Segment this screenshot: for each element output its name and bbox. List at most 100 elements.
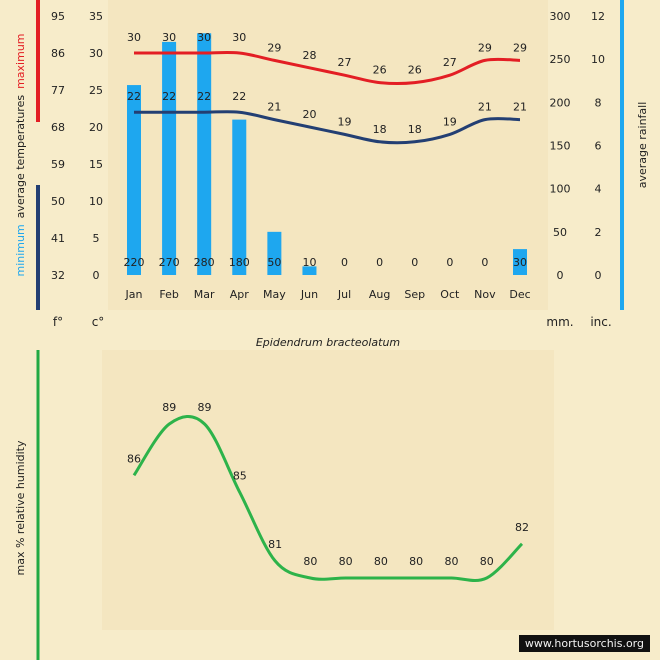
month-label: Jan	[125, 288, 143, 301]
minimum-temperature-line	[134, 110, 521, 145]
maximum-value-label: 30	[162, 31, 176, 44]
minimum-value-label: 18	[373, 123, 387, 136]
rainfall-value-label: 0	[411, 256, 418, 269]
minimum-value-label: 22	[162, 90, 176, 103]
minimum-value-label: 20	[302, 108, 316, 121]
temperature-axis-label: minimum average temperatures maximum	[14, 33, 27, 276]
rainfall-value-label: 270	[159, 256, 180, 269]
minimum-value-label: 22	[197, 90, 211, 103]
rainfall-bar	[267, 231, 282, 275]
month-label: Dec	[509, 288, 530, 301]
humidity-value-label: 89	[198, 401, 212, 414]
mm-tick: 50	[553, 226, 567, 239]
celsius-tick: 0	[93, 269, 100, 282]
unit-mm: mm.	[546, 315, 573, 329]
maximum-value-label: 30	[197, 31, 211, 44]
rainfall-value-label: 0	[481, 256, 488, 269]
maximum-temperature-line	[134, 50, 521, 86]
humidity-plot-background	[102, 350, 554, 630]
unit-inch: inc.	[590, 315, 611, 329]
maximum-value-label: 26	[408, 64, 422, 77]
inch-tick: 0	[595, 269, 602, 282]
celsius-tick: 35	[89, 10, 103, 23]
humidity-value-label: 81	[268, 538, 282, 551]
month-label: Apr	[230, 288, 250, 301]
mm-tick: 100	[550, 183, 571, 196]
fahrenheit-tick: 41	[51, 232, 65, 245]
fahrenheit-tick: 50	[51, 195, 65, 208]
mm-tick: 150	[550, 140, 571, 153]
maximum-value-label: 29	[513, 41, 527, 54]
month-label: Sep	[404, 288, 425, 301]
rainfall-bar	[197, 33, 212, 276]
humidity-value-label: 80	[339, 555, 353, 568]
inch-tick: 6	[595, 140, 602, 153]
chart-title: Epidendrum bracteolatum	[256, 336, 400, 349]
inch-tick: 10	[591, 53, 605, 66]
celsius-tick: 30	[89, 47, 103, 60]
fahrenheit-tick: 68	[51, 121, 65, 134]
celsius-tick: 25	[89, 84, 103, 97]
fahrenheit-tick: 59	[51, 158, 65, 171]
rainfall-bar	[162, 41, 177, 276]
rainfall-bar	[302, 266, 317, 275]
fahrenheit-tick: 32	[51, 269, 65, 282]
inch-tick: 4	[595, 183, 602, 196]
unit-fahrenheit: f°	[53, 315, 63, 329]
month-label: Aug	[369, 288, 390, 301]
maximum-value-label: 27	[443, 56, 457, 69]
rainfall-value-label: 10	[302, 256, 316, 269]
humidity-axis-label: max % relative humidity	[14, 440, 27, 575]
humidity-value-label: 80	[409, 555, 423, 568]
unit-celsius: c°	[92, 315, 105, 329]
maximum-value-label: 30	[127, 31, 141, 44]
rainfall-value-label: 0	[446, 256, 453, 269]
mm-tick: 300	[550, 10, 571, 23]
temperature-label-maximum: maximum	[14, 33, 27, 88]
maximum-value-label: 28	[302, 49, 316, 62]
rainfall-value-label: 30	[513, 256, 527, 269]
humidity-value-label: 85	[233, 469, 247, 482]
temperature-label-minimum: minimum	[14, 224, 27, 276]
minimum-value-label: 22	[232, 90, 246, 103]
rainfall-bar	[513, 249, 527, 275]
month-label: Feb	[159, 288, 178, 301]
fahrenheit-tick: 95	[51, 10, 65, 23]
humidity-value-label: 80	[444, 555, 458, 568]
rainfall-value-label: 0	[376, 256, 383, 269]
celsius-tick: 15	[89, 158, 103, 171]
celsius-tick: 10	[89, 195, 103, 208]
maximum-value-label: 29	[267, 41, 281, 54]
rainfall-bar	[232, 119, 247, 275]
rainfall-value-label: 180	[229, 256, 250, 269]
rainfall-value-label: 220	[124, 256, 145, 269]
rainfall-value-label: 280	[194, 256, 215, 269]
month-label: May	[263, 288, 286, 301]
humidity-value-label: 89	[162, 401, 176, 414]
rainfall-bar	[127, 85, 141, 275]
credit-badge[interactable]: www.hortusorchis.org	[518, 635, 650, 652]
minimum-value-label: 22	[127, 90, 141, 103]
celsius-tick: 5	[93, 232, 100, 245]
minimum-value-label: 18	[408, 123, 422, 136]
mm-tick: 200	[550, 96, 571, 109]
month-label: Oct	[440, 288, 460, 301]
humidity-value-label: 80	[374, 555, 388, 568]
rainfall-value-label: 50	[267, 256, 281, 269]
humidity-value-label: 80	[480, 555, 494, 568]
inch-tick: 8	[595, 96, 602, 109]
minimum-value-label: 21	[267, 101, 281, 114]
inch-tick: 12	[591, 10, 605, 23]
mm-tick: 0	[557, 269, 564, 282]
rainfall-value-label: 0	[341, 256, 348, 269]
maximum-value-label: 26	[373, 64, 387, 77]
maximum-value-label: 29	[478, 41, 492, 54]
humidity-line	[132, 415, 524, 583]
humidity-value-label: 80	[303, 555, 317, 568]
month-label: Mar	[194, 288, 215, 301]
fahrenheit-tick: 86	[51, 47, 65, 60]
maximum-value-label: 30	[232, 31, 246, 44]
celsius-tick: 20	[89, 121, 103, 134]
fahrenheit-tick: 77	[51, 84, 65, 97]
